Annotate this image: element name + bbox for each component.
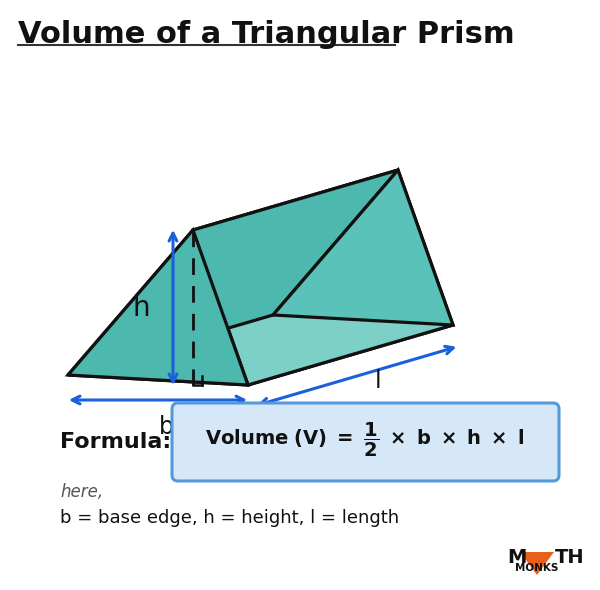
Polygon shape — [273, 170, 453, 325]
Polygon shape — [520, 552, 554, 575]
Text: here,: here, — [60, 483, 103, 501]
Text: Volume of a Triangular Prism: Volume of a Triangular Prism — [18, 20, 515, 49]
Text: $\mathbf{Volume\ (V)\ =\ \dfrac{1}{2}\ \times\ b\ \times\ h\ \times\ l}$: $\mathbf{Volume\ (V)\ =\ \dfrac{1}{2}\ \… — [205, 421, 524, 459]
Text: h: h — [132, 293, 150, 322]
Text: b: b — [158, 415, 173, 439]
Polygon shape — [68, 230, 248, 385]
Polygon shape — [193, 170, 453, 385]
FancyBboxPatch shape — [172, 403, 559, 481]
Text: MONKS: MONKS — [515, 563, 559, 573]
Text: b = base edge, h = height, l = length: b = base edge, h = height, l = length — [60, 509, 399, 527]
Text: TH: TH — [555, 548, 584, 567]
Text: Formula:: Formula: — [60, 432, 171, 452]
Text: M: M — [507, 548, 526, 567]
Text: l: l — [374, 369, 382, 393]
Polygon shape — [68, 170, 398, 375]
Polygon shape — [68, 315, 453, 385]
